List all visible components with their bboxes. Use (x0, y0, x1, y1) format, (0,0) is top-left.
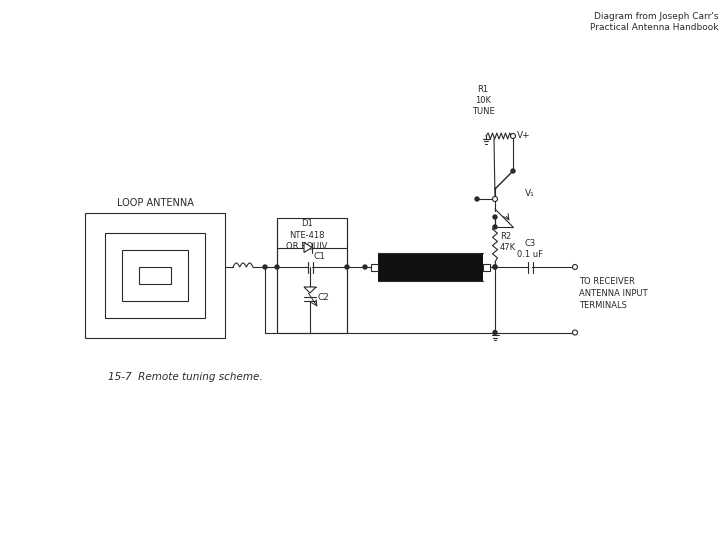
Text: C2: C2 (318, 293, 330, 301)
Circle shape (493, 225, 497, 229)
Circle shape (493, 265, 497, 269)
Text: C3
0.1 uF: C3 0.1 uF (517, 239, 543, 259)
Circle shape (493, 215, 497, 219)
Bar (139, 267, 171, 284)
Circle shape (572, 265, 577, 269)
Circle shape (492, 197, 498, 201)
Circle shape (263, 265, 267, 269)
Bar (122, 249, 188, 300)
Text: LOOP ANTENNA: LOOP ANTENNA (117, 198, 194, 207)
Text: C1: C1 (314, 252, 326, 261)
Circle shape (511, 169, 515, 173)
Circle shape (363, 265, 367, 269)
Text: R2
47K: R2 47K (500, 232, 516, 252)
Circle shape (493, 330, 497, 334)
Circle shape (275, 265, 279, 269)
Text: Diagram from Joseph Carr's
Practical Antenna Handbook: Diagram from Joseph Carr's Practical Ant… (590, 12, 718, 32)
Text: D1
NTE-418
OR EQUIV.: D1 NTE-418 OR EQUIV. (286, 219, 328, 251)
Bar (378, 253, 483, 281)
Bar (85, 213, 225, 338)
Circle shape (572, 330, 577, 335)
Text: TO RECEIVER
ANTENNA INPUT
TERMINALS: TO RECEIVER ANTENNA INPUT TERMINALS (579, 277, 647, 309)
Text: V₁: V₁ (525, 190, 535, 199)
Bar (277, 218, 347, 333)
Circle shape (475, 197, 479, 201)
Polygon shape (304, 242, 312, 253)
Text: V+: V+ (517, 132, 531, 140)
Circle shape (493, 265, 497, 269)
Circle shape (345, 265, 349, 269)
Text: 15-7  Remote tuning scheme.: 15-7 Remote tuning scheme. (108, 372, 263, 382)
Bar (483, 264, 490, 271)
Polygon shape (304, 287, 316, 293)
Text: R1
10K
TUNE: R1 10K TUNE (472, 85, 495, 116)
Bar (105, 233, 205, 318)
Circle shape (510, 133, 516, 138)
Bar (371, 264, 378, 271)
